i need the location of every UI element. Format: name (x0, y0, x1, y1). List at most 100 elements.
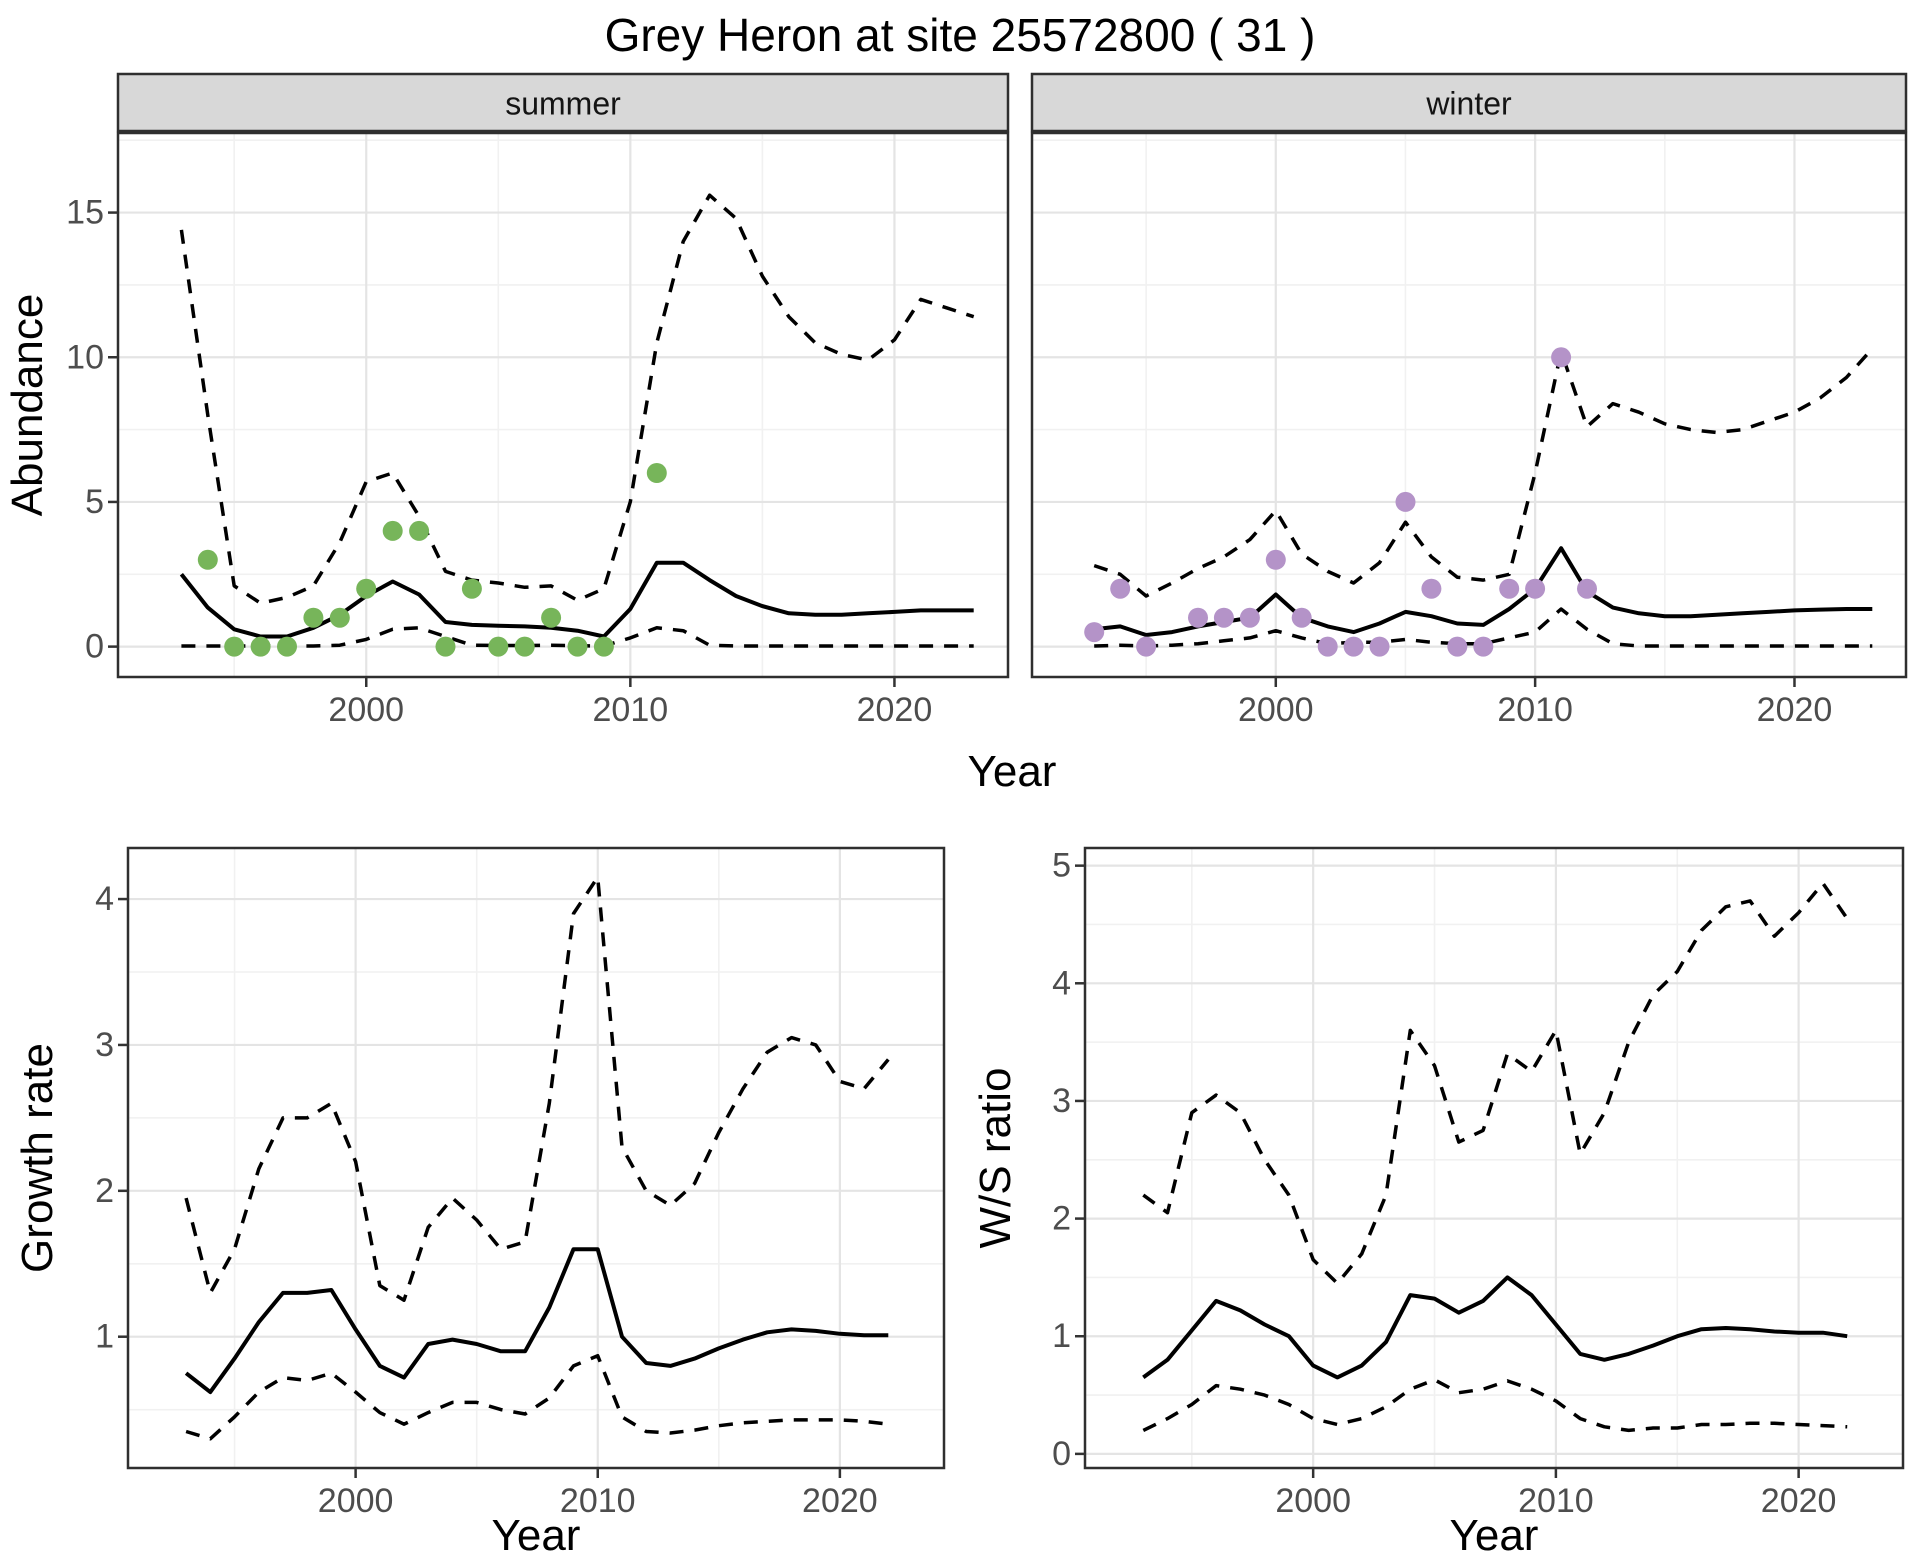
ci-lower-line (1094, 607, 1873, 648)
observation-point (1136, 636, 1157, 657)
observation-point (1317, 636, 1338, 657)
gridlines (1032, 133, 1906, 677)
y-tick-label: 3 (1052, 1082, 1071, 1120)
panel-background (118, 133, 1008, 677)
x-tick-label: 2000 (318, 1482, 394, 1520)
y-tick-label: 1 (1052, 1317, 1071, 1355)
facet-label: winter (1425, 86, 1512, 122)
y-tick-label: 0 (1052, 1435, 1071, 1473)
x-tick-label: 2010 (1518, 1482, 1594, 1520)
figure-title: Grey Heron at site 25572800 ( 31 ) (604, 9, 1316, 61)
panel-background (1032, 133, 1906, 677)
x-tick-label: 2020 (857, 691, 933, 729)
x-tick-label: 2020 (1757, 691, 1833, 729)
gridlines (1085, 848, 1903, 1468)
observation-point (1551, 347, 1572, 368)
panel-border (116, 131, 1010, 679)
y-axis-title: W/S ratio (971, 1068, 1020, 1249)
x-tick-label: 2010 (1497, 691, 1573, 729)
y-tick-label: 5 (85, 483, 104, 521)
panel-growth-rate: 2000 2010 2020 1 2 3 4 Year Growth rate (13, 846, 946, 1560)
observation-point (1473, 636, 1494, 657)
panel-border (1083, 846, 1905, 1470)
x-axis-title: Year (1450, 1511, 1539, 1560)
ci-lower-line (1142, 1378, 1848, 1433)
observation-point (250, 636, 271, 657)
observation-point (303, 607, 324, 628)
x-tick-label: 2000 (1238, 691, 1314, 729)
y-tick-label: 0 (85, 628, 104, 666)
median-line (184, 1247, 889, 1395)
observation-point (541, 607, 562, 628)
observation-point (1369, 636, 1390, 657)
median-line (1142, 1275, 1848, 1380)
ci-upper-line (184, 875, 890, 1302)
y-tick-label: 4 (95, 880, 114, 918)
observation-point (1188, 607, 1208, 628)
x-axis-title: Year (492, 1511, 581, 1560)
observation-point (1421, 578, 1442, 599)
ci-lower-line (185, 1353, 889, 1441)
x-axis-title: Year (968, 747, 1057, 796)
facet-label: summer (505, 86, 621, 122)
observation-point (1577, 578, 1597, 599)
y-tick-label: 2 (95, 1172, 114, 1210)
observation-point (1291, 607, 1312, 628)
observation-point (1395, 491, 1416, 512)
observation-point (567, 636, 588, 657)
y-tick-label: 1 (95, 1318, 114, 1356)
x-tick-label: 2020 (802, 1482, 878, 1520)
observation-points (197, 463, 667, 657)
observation-point (329, 607, 350, 628)
observation-point (1499, 578, 1520, 599)
observation-point (409, 520, 430, 541)
gridlines (128, 848, 944, 1468)
y-axis-title: Growth rate (13, 1043, 62, 1273)
observation-point (646, 463, 667, 483)
observation-point (593, 636, 614, 657)
observation-point (1447, 636, 1468, 657)
y-axis-title: Abundance (3, 294, 52, 517)
observation-point (356, 578, 377, 599)
median-line (179, 560, 974, 639)
observation-point (197, 549, 218, 570)
observation-point (277, 636, 297, 657)
y-tick-label: 4 (1052, 964, 1071, 1002)
observation-point (1239, 607, 1260, 628)
y-tick-label: 3 (95, 1026, 114, 1064)
panel-abundance-summer: summer 2000 2010 2020 0 5 10 15 (66, 72, 1010, 729)
x-tick-label: 2020 (1761, 1482, 1837, 1520)
y-tick-label: 15 (66, 194, 104, 232)
panel-border (126, 846, 946, 1470)
y-tick-label: 5 (1052, 847, 1071, 885)
observation-point (435, 636, 456, 657)
observation-point (382, 520, 403, 541)
x-tick-label: 2010 (560, 1482, 636, 1520)
y-tick-label: 2 (1052, 1200, 1071, 1238)
observation-point (1525, 578, 1546, 599)
y-tick-label: 10 (66, 338, 104, 376)
panel-border (1030, 131, 1908, 679)
observation-point (1213, 607, 1234, 628)
observation-point (1343, 636, 1364, 657)
ci-upper-line (1142, 881, 1849, 1286)
panel-abundance-winter: winter 2000 2010 2020 (1030, 72, 1908, 729)
x-tick-label: 2010 (593, 691, 669, 729)
x-tick-label: 2000 (328, 691, 404, 729)
observation-point (514, 636, 535, 657)
panel-background (128, 848, 944, 1468)
x-tick-label: 2000 (1275, 1482, 1351, 1520)
observation-point (1265, 549, 1286, 570)
observation-points (1084, 347, 1597, 657)
facet-strip (1030, 72, 1908, 133)
facet-strip (116, 72, 1010, 133)
ci-upper-line (1093, 347, 1874, 598)
observation-point (1110, 578, 1131, 599)
observation-point (1084, 622, 1105, 643)
observation-point (461, 578, 482, 599)
observation-point (224, 636, 245, 657)
panel-ws-ratio: 2000 2010 2020 0 1 2 3 4 5 Year W/S ratio (971, 846, 1905, 1560)
observation-point (488, 636, 509, 657)
